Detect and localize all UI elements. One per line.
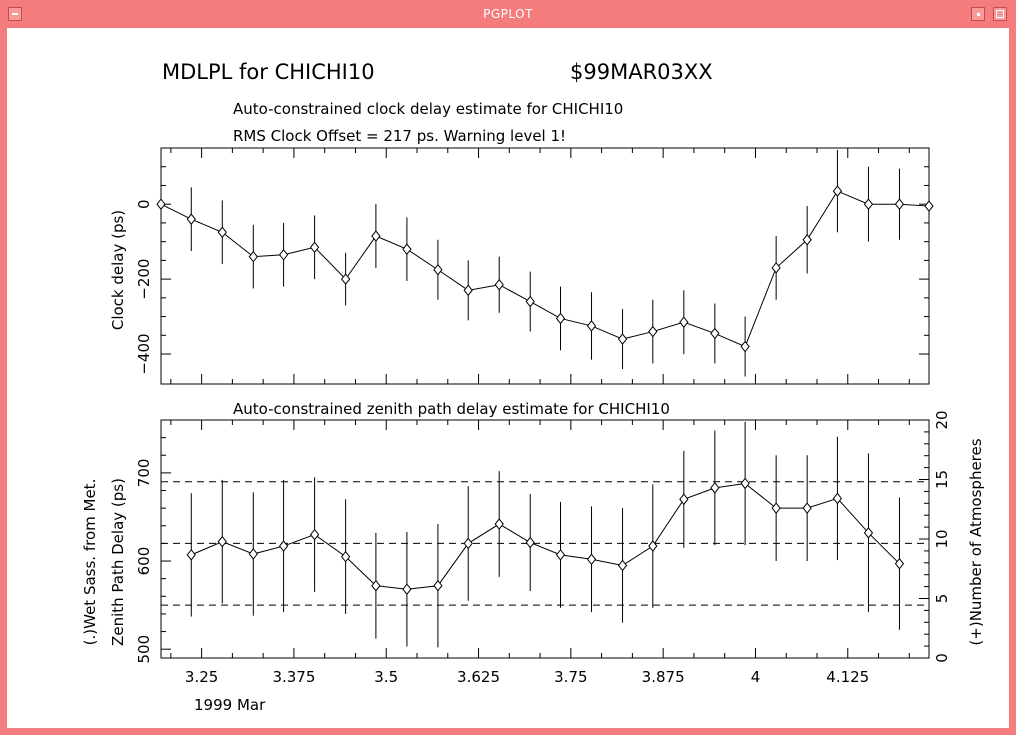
zenith-delay-point <box>710 482 720 494</box>
zenith-delay-point <box>617 559 628 572</box>
x-tick-label: 4.125 <box>826 668 869 686</box>
zenith-delay-point <box>894 557 905 570</box>
clock-delay-point <box>186 213 196 225</box>
zenith-delay-line <box>191 482 900 590</box>
x-tick-label: 3.5 <box>374 668 398 686</box>
bottom-title: Auto-constrained zenith path delay estim… <box>233 400 670 418</box>
y-tick-label: 500 <box>135 635 153 664</box>
x-tick-label: 3.75 <box>554 668 587 686</box>
zenith-delay-point <box>248 548 258 560</box>
zenith-delay-point <box>186 549 196 561</box>
zenith-delay-point <box>433 579 443 592</box>
clock-delay-point <box>832 185 843 197</box>
y2-tick-label: 5 <box>933 594 951 604</box>
clock-delay-point <box>402 243 412 255</box>
clock-delay-point <box>771 262 781 274</box>
clock-delay-point <box>248 250 258 263</box>
bottom-y-axis-label-1: (.)Wet Sass. from Met. <box>81 479 99 646</box>
y2-tick-label: 0 <box>933 653 951 663</box>
clock-delay-point <box>863 198 874 210</box>
clock-delay-point <box>278 248 289 261</box>
zenith-plot-frame <box>160 419 930 659</box>
y-tick-label: −400 <box>135 333 153 374</box>
y2-tick-label: 15 <box>933 470 951 489</box>
x-tick-label: 3.625 <box>457 668 500 686</box>
clock-delay-point <box>309 241 320 254</box>
title-bar[interactable]: PGPLOT <box>0 0 1016 28</box>
maximize-button[interactable] <box>993 7 1007 21</box>
zenith-delay-point <box>402 583 412 596</box>
clock-delay-point <box>463 284 473 297</box>
zenith-delay-point <box>740 477 750 490</box>
date-label: 1999 Mar <box>194 696 266 714</box>
y-tick-label: 600 <box>135 547 153 576</box>
window-title: PGPLOT <box>483 7 533 21</box>
clock-delay-line <box>160 190 930 348</box>
clock-delay-point <box>433 263 443 276</box>
zenith-delay-point <box>555 549 566 561</box>
zenith-delay-point <box>832 492 843 505</box>
rms-line: RMS Clock Offset = 217 ps. Warning level… <box>233 127 566 145</box>
zenith-delay-point <box>771 502 781 514</box>
clock-delay-point <box>586 320 597 332</box>
clock-delay-point <box>340 273 351 285</box>
clock-delay-point <box>679 316 689 328</box>
clock-delay-point <box>648 325 658 338</box>
clock-delay-point <box>156 198 166 210</box>
zenith-delay-point <box>679 493 689 506</box>
zenith-delay-point <box>278 540 289 552</box>
header-right: $99MAR03XX <box>570 60 713 84</box>
top-title: Auto-constrained clock delay estimate fo… <box>233 100 623 118</box>
right-y-axis-label: (+)Number of Atmospheres <box>967 438 985 645</box>
clock-delay-point <box>494 278 504 291</box>
x-tick-label: 3.875 <box>642 668 685 686</box>
zenith-delay-point <box>340 550 351 563</box>
header-left: MDLPL for CHICHI10 <box>162 60 375 84</box>
clock-delay-point <box>617 333 628 345</box>
minimize-button[interactable] <box>971 7 985 21</box>
clock-plot-frame <box>160 147 930 385</box>
clock-delay-point <box>894 198 905 210</box>
plot-area: MDLPL for CHICHI10 $99MAR03XX Auto-const… <box>7 28 1009 728</box>
pgplot-canvas: MDLPL for CHICHI10 $99MAR03XX Auto-const… <box>81 60 985 714</box>
zenith-delay-point <box>863 527 874 539</box>
clock-delay-point <box>802 233 812 246</box>
clock-delay-point <box>740 340 750 353</box>
zenith-delay-point <box>217 535 227 548</box>
clock-delay-point <box>217 226 227 239</box>
clock-delay-point <box>555 312 566 325</box>
x-tick-label: 3.25 <box>185 668 218 686</box>
clock-delay-point <box>924 200 934 212</box>
y2-tick-label: 10 <box>933 529 951 548</box>
zenith-delay-point <box>525 536 535 549</box>
bottom-y-axis-label-2: Zenith Path Delay (ps) <box>109 478 127 646</box>
y2-tick-label: 20 <box>933 410 951 429</box>
y-tick-label: 0 <box>135 199 153 209</box>
zenith-delay-point <box>802 502 812 514</box>
x-tick-label: 4 <box>751 668 761 686</box>
zenith-delay-point <box>586 553 597 566</box>
y-tick-label: −200 <box>135 259 153 300</box>
y-tick-label: 700 <box>135 459 153 488</box>
zenith-delay-point <box>463 537 473 550</box>
zenith-delay-point <box>648 540 658 552</box>
clock-delay-point <box>371 230 381 242</box>
zenith-delay-point <box>371 579 381 592</box>
zenith-delay-point <box>494 518 504 530</box>
clock-delay-point <box>525 295 535 308</box>
top-y-axis-label: Clock delay (ps) <box>109 210 127 330</box>
zenith-delay-point <box>309 528 320 541</box>
clock-delay-point <box>710 327 720 340</box>
window-menu-button[interactable] <box>8 7 22 21</box>
x-tick-label: 3.375 <box>272 668 315 686</box>
